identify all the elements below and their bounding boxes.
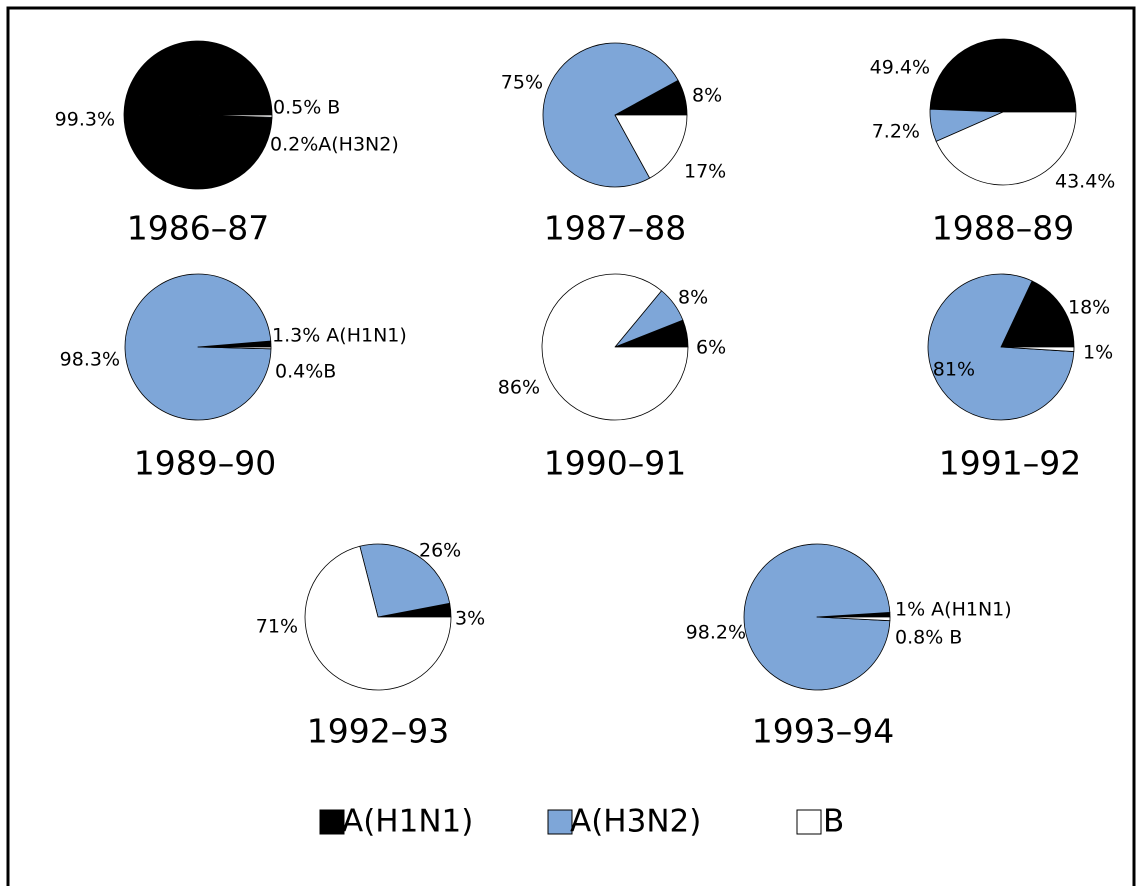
pie-slice bbox=[304, 545, 452, 691]
data-label: 8% bbox=[692, 85, 722, 107]
pie-title: 1987–88 bbox=[544, 209, 686, 248]
data-label: 0.8% B bbox=[895, 627, 962, 649]
data-label: 0.4%B bbox=[275, 361, 336, 383]
pie-slice bbox=[197, 346, 272, 350]
data-label: 71% bbox=[256, 616, 298, 638]
pie-title: 1986–87 bbox=[127, 209, 269, 248]
pie-title: 1991–92 bbox=[939, 444, 1081, 483]
data-label: 0.2%A(H3N2) bbox=[270, 134, 399, 156]
data-label: 0.5% B bbox=[273, 97, 340, 119]
data-label: 99.3% bbox=[55, 109, 115, 131]
data-label: 81% bbox=[933, 359, 975, 381]
pie-title: 1990–91 bbox=[544, 444, 686, 483]
pie-slice bbox=[1000, 346, 1075, 352]
data-label: 1% A(H1N1) bbox=[895, 599, 1012, 621]
data-label: 18% bbox=[1068, 297, 1110, 319]
data-label: 75% bbox=[501, 72, 543, 94]
data-label: 7.2% bbox=[872, 121, 920, 143]
pie-slice bbox=[935, 111, 1077, 186]
data-label: 17% bbox=[684, 161, 726, 183]
legend-label: A(H1N1) bbox=[342, 804, 473, 840]
data-label: 1.3% A(H1N1) bbox=[272, 325, 407, 347]
pie-title: 1992–93 bbox=[307, 712, 449, 751]
pie-slice bbox=[929, 38, 1077, 113]
pie-slice bbox=[614, 114, 688, 179]
data-label: 86% bbox=[498, 377, 540, 399]
pie-title: 1988–89 bbox=[932, 209, 1074, 248]
pie-slice bbox=[542, 42, 679, 188]
legend-label: B bbox=[823, 804, 844, 840]
data-label: 43.4% bbox=[1055, 171, 1115, 193]
pie-slice bbox=[816, 616, 891, 622]
legend-label: A(H3N2) bbox=[570, 804, 701, 840]
pie-title: 1989–90 bbox=[134, 444, 276, 483]
data-label: 6% bbox=[696, 337, 726, 359]
data-label: 98.2% bbox=[686, 622, 746, 644]
pie-title: 1993–94 bbox=[752, 712, 894, 751]
pie-slice bbox=[197, 114, 273, 118]
data-label: 98.3% bbox=[60, 349, 120, 371]
pie-slice bbox=[541, 273, 689, 421]
pie-slice bbox=[1000, 280, 1075, 348]
data-label: 3% bbox=[455, 608, 485, 630]
data-label: 49.4% bbox=[870, 57, 930, 79]
data-label: 8% bbox=[678, 287, 708, 309]
pie-slice bbox=[359, 543, 451, 618]
data-label: 1% bbox=[1083, 342, 1113, 364]
data-label: 26% bbox=[419, 540, 461, 562]
legend-swatch bbox=[796, 809, 822, 835]
legend-swatch bbox=[547, 809, 573, 835]
legend-swatch bbox=[319, 809, 345, 835]
